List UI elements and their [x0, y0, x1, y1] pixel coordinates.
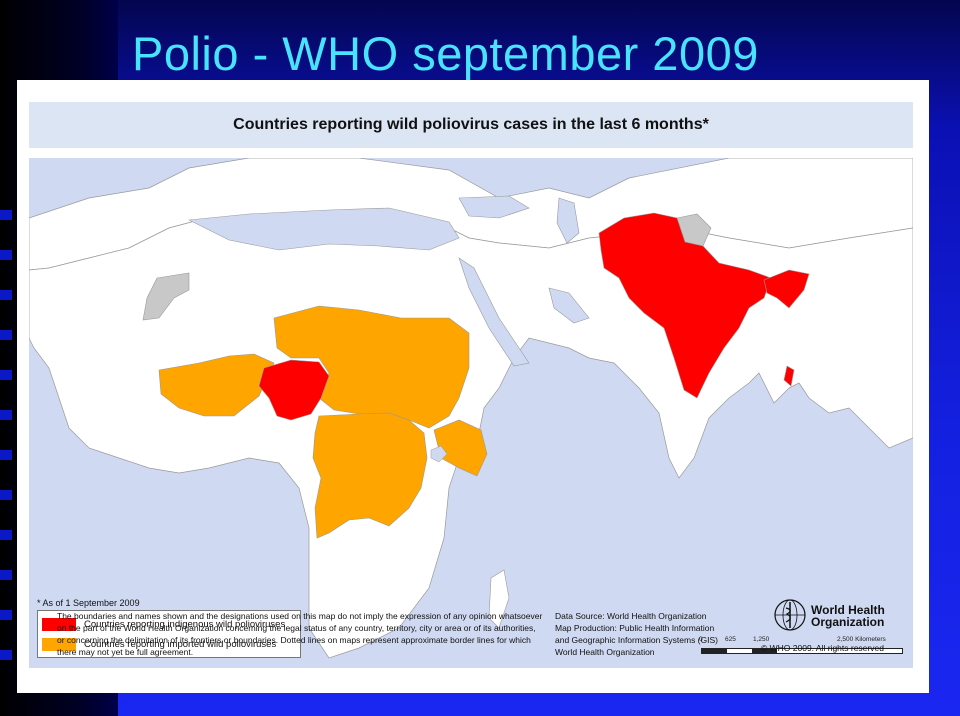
who-name-line2: Organization [811, 615, 885, 629]
indigenous-south-asia [598, 212, 772, 399]
disclaimer-line: The boundaries and names shown and the d… [57, 611, 543, 621]
indigenous-northeast-india [763, 269, 810, 309]
scale-tick-1: 625 [725, 636, 736, 643]
disclaimer-line: there may not yet be full agreement. [57, 647, 194, 657]
persian-gulf [548, 287, 590, 324]
map-header: Countries reporting wild poliovirus case… [29, 102, 913, 148]
map-legend: Countries reporting indigenous wild poli… [37, 610, 301, 658]
imported-sahel-chad-sudan [273, 305, 470, 429]
map-area: * As of 1 September 2009 Countries repor… [29, 158, 913, 668]
disclaimer-line: on the part of the World Health Organiza… [57, 623, 536, 633]
data-source-text: Data Source: World Health Organization M… [555, 610, 745, 658]
scale-tick-0: 0 [699, 636, 703, 643]
data-source-line: Data Source: World Health Organization [555, 611, 707, 621]
madagascar [488, 569, 510, 629]
legend-swatch-indigenous [42, 617, 76, 631]
western-sahara-region [142, 272, 190, 321]
map-panel: Countries reporting wild poliovirus case… [17, 80, 929, 693]
caspian-sea [556, 197, 580, 244]
indigenous-nigeria [258, 359, 330, 421]
scale-tick-3: 2,500 Kilometers [837, 636, 886, 643]
scale-bar-graphic [701, 648, 903, 654]
copyright-text: © WHO 2009. All rights reserved [761, 643, 884, 653]
who-emblem-icon [774, 599, 806, 631]
map-title: Countries reporting wild poliovirus case… [233, 116, 709, 133]
data-source-line: World Health Organization [555, 647, 655, 657]
legend-item-imported: Countries reporting imported wild poliov… [42, 635, 276, 653]
imported-east-africa-kenya [433, 419, 488, 477]
scale-labels: 0 625 1,250 2,500 Kilometers [697, 636, 907, 646]
imported-central-africa [312, 412, 428, 539]
who-logo: World Health Organization [773, 598, 903, 638]
legend-label-indigenous: Countries reporting indigenous wild poli… [84, 618, 286, 630]
disclaimer-text: The boundaries and names shown and the d… [57, 610, 543, 658]
who-name: World Health Organization [811, 604, 885, 628]
disclaimer-line: or concerning the delimitation of its fr… [57, 635, 531, 645]
indigenous-sri-lanka-area [783, 365, 795, 387]
lake-victoria [430, 445, 448, 463]
mediterranean-sea [187, 207, 460, 251]
scale-tick-2: 1,250 [753, 636, 770, 643]
slide-title: Polio - WHO september 2009 [132, 27, 759, 80]
black-sea [458, 195, 530, 219]
map-scale-bar: 0 625 1,250 2,500 Kilometers [697, 636, 907, 660]
legend-label-imported: Countries reporting imported wild poliov… [84, 638, 277, 650]
data-source-line: Map Production: Public Health Informatio… [555, 623, 715, 633]
data-source-line: and Geographic Information Systems (GIS) [555, 635, 718, 645]
legend-item-indigenous: Countries reporting indigenous wild poli… [42, 615, 285, 633]
who-name-line1: World Health [811, 603, 885, 617]
as-of-note: * As of 1 September 2009 [37, 598, 140, 608]
legend-swatch-imported [42, 637, 76, 651]
imported-west-africa [158, 353, 275, 417]
world-map [29, 158, 913, 659]
red-sea [458, 257, 530, 367]
